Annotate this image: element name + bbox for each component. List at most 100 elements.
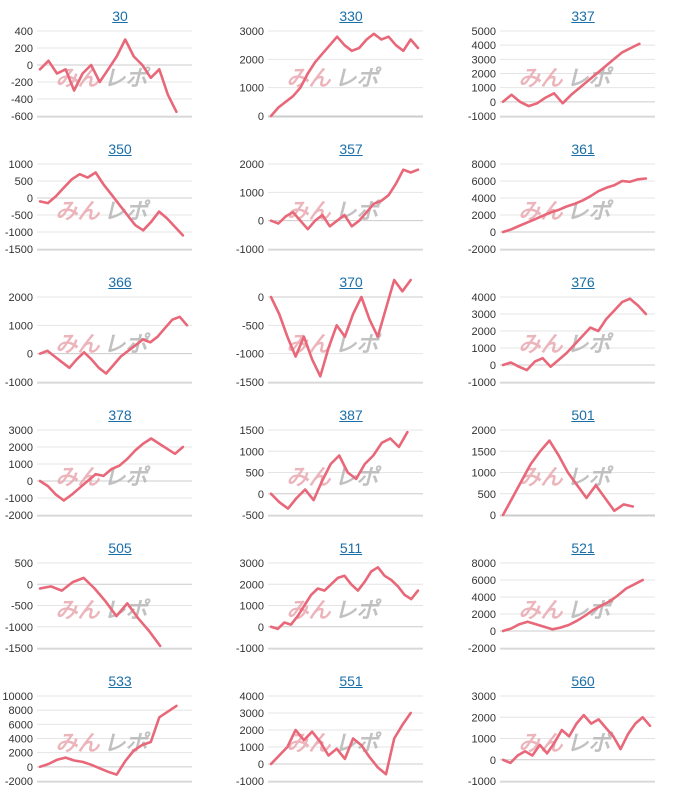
series-line [38, 171, 185, 237]
y-tick-label: -1000 [5, 622, 33, 634]
series-line [501, 297, 648, 372]
chart-panel: 3000 2000 1000 0 -1000 -2000 みん レポ 378 [5, 399, 235, 532]
y-tick-label: 4000 [472, 193, 496, 205]
chart-title-link[interactable]: 337 [571, 8, 595, 24]
y-tick-label: 1000 [472, 343, 496, 355]
y-tick-label: 0 [258, 216, 264, 228]
chart-title-link[interactable]: 511 [339, 540, 363, 556]
line-chart: 1000 500 0 -500 -1000 -1500 みん レポ [5, 159, 192, 256]
chart-title-link[interactable]: 560 [571, 673, 595, 689]
y-tick-label: 6000 [472, 176, 496, 188]
chart-title-link[interactable]: 361 [571, 141, 595, 157]
chart-title-link[interactable]: 387 [339, 407, 363, 423]
chart-title-link[interactable]: 376 [571, 274, 595, 290]
y-tick-label: -1000 [468, 111, 496, 123]
series-line [38, 437, 185, 502]
watermark-text: みん [55, 199, 100, 224]
chart-title-link[interactable]: 30 [112, 8, 128, 24]
y-tick-label: 1000 [240, 83, 264, 95]
y-tick-label: 500 [15, 176, 33, 188]
y-tick-label: 1000 [240, 742, 264, 754]
chart-title-link[interactable]: 366 [108, 274, 132, 290]
chart-title-link[interactable]: 521 [571, 540, 595, 556]
y-tick-label: 3000 [472, 309, 496, 321]
chart-title-link[interactable]: 378 [108, 407, 132, 423]
y-tick-label: 4000 [240, 691, 264, 703]
y-tick-label: 2000 [9, 442, 33, 454]
watermark-text: みん [55, 731, 100, 756]
y-tick-label: 2000 [472, 69, 496, 81]
chart-title-link[interactable]: 350 [108, 141, 132, 157]
watermark-text: みん [55, 598, 100, 623]
y-tick-label: -1000 [5, 377, 33, 389]
chart-panel: 8000 6000 4000 2000 0 -2000 みん レポ 521 [468, 532, 698, 665]
y-tick-label: -500 [11, 601, 33, 613]
y-tick-label: 3000 [472, 54, 496, 66]
y-tick-label: 10000 [2, 691, 33, 703]
chart-title-link[interactable]: 501 [571, 407, 595, 423]
chart-panel: 4000 3000 2000 1000 0 -1000 みん レポ 551 [236, 665, 466, 798]
line-chart: 2000 1500 1000 500 0 みん レポ [472, 425, 655, 522]
y-tick-label: -500 [11, 210, 33, 222]
chart-title-link[interactable]: 505 [108, 540, 132, 556]
series-line [269, 565, 420, 631]
y-tick-label: 2000 [9, 748, 33, 760]
chart-panel: 3000 2000 1000 0 -1000 みん レポ 511 [236, 532, 466, 665]
y-tick-label: 2000 [240, 725, 264, 737]
y-tick-label: -1000 [236, 349, 264, 361]
chart-title-link[interactable]: 533 [108, 673, 132, 689]
chart-panel: 8000 6000 4000 2000 0 -2000 みん レポ 361 [468, 133, 698, 266]
y-tick-label: 0 [258, 759, 264, 771]
chart-title-link[interactable]: 357 [339, 141, 363, 157]
watermark-text: レポ [104, 199, 152, 224]
y-tick-label: 4000 [472, 592, 496, 604]
y-tick-label: 3000 [240, 558, 264, 570]
y-tick-label: 0 [490, 626, 496, 638]
y-tick-label: 0 [27, 476, 33, 488]
y-tick-label: 2000 [472, 210, 496, 222]
y-tick-label: 0 [490, 97, 496, 109]
chart-title-link[interactable]: 370 [339, 274, 363, 290]
y-tick-label: 1000 [240, 601, 264, 613]
series-line [38, 38, 178, 114]
chart-panel: 2000 1000 0 -1000 みん レポ 357 [236, 133, 466, 266]
chart-panel: 500 0 -500 -1000 -1500 みん レポ 505 [5, 532, 235, 665]
watermark-text: みん [518, 598, 563, 623]
series-line [501, 578, 644, 633]
chart-title-link[interactable]: 330 [339, 8, 363, 24]
y-tick-label: -1000 [468, 377, 496, 389]
line-chart: 3000 2000 1000 0 みん レポ [240, 26, 423, 123]
y-tick-label: 5000 [472, 26, 496, 38]
y-tick-label: 1000 [240, 187, 264, 199]
y-tick-label: 1500 [472, 446, 496, 458]
y-tick-label: 2000 [240, 159, 264, 171]
y-tick-label: -500 [242, 320, 264, 332]
y-tick-label: 2000 [472, 609, 496, 621]
y-tick-label: -1000 [236, 643, 264, 655]
watermark-text: みん [518, 332, 563, 357]
y-tick-label: -2000 [5, 510, 33, 522]
watermark-text: みん [518, 465, 563, 490]
series-line [269, 711, 412, 776]
chart-title-link[interactable]: 551 [339, 673, 363, 689]
y-tick-label: -1000 [468, 776, 496, 788]
watermark-text: レポ [335, 598, 383, 623]
y-tick-label: 0 [27, 193, 33, 205]
y-tick-label: 1000 [9, 320, 33, 332]
y-tick-label: 500 [478, 489, 496, 501]
series-line [38, 704, 178, 776]
y-tick-label: 3000 [240, 708, 264, 720]
y-tick-label: 3000 [240, 26, 264, 38]
series-line [501, 42, 641, 108]
watermark-text: みん [55, 332, 100, 357]
y-tick-label: 400 [15, 26, 33, 38]
watermark-text: レポ [104, 731, 152, 756]
